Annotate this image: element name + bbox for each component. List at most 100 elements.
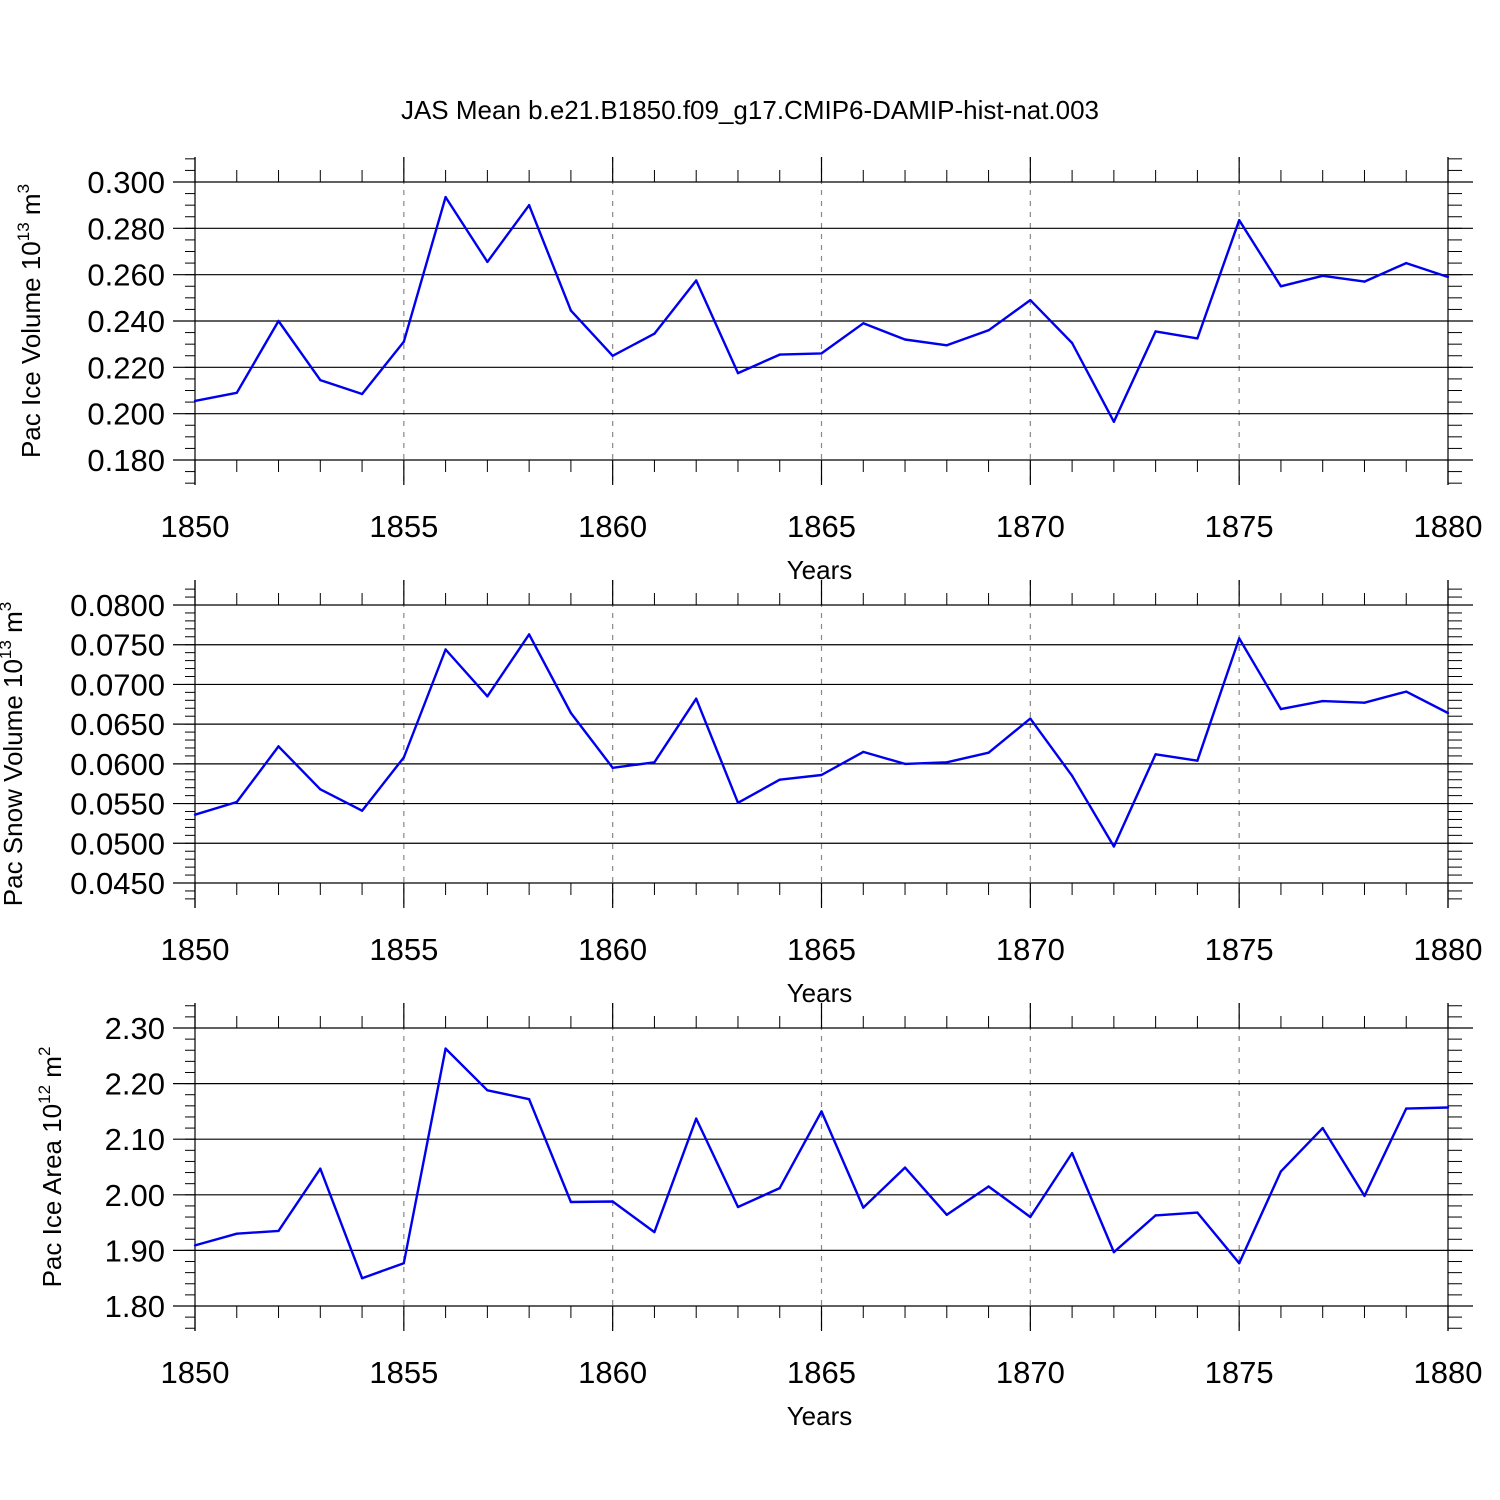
data-point-1857	[486, 1089, 489, 1092]
data-point-1853	[319, 378, 322, 382]
data-point-1859	[569, 1200, 573, 1204]
y-tick-label-1: 0.0500	[70, 826, 165, 861]
y-tick-label-6: 0.300	[87, 165, 165, 200]
x-tick-label-1865: 1865	[787, 509, 856, 544]
data-point-1878	[1363, 1194, 1366, 1198]
y-tick-label-3: 0.0600	[70, 747, 165, 782]
x-tick-label-1855: 1855	[369, 509, 438, 544]
data-point-1853	[319, 1167, 322, 1170]
data-point-1872	[1112, 420, 1116, 423]
y-tick-label-4: 0.260	[87, 258, 165, 293]
y-axis-label-exponent: 13	[0, 640, 15, 659]
data-point-1860	[611, 1200, 614, 1203]
data-point-1872	[1112, 1250, 1116, 1254]
data-point-1868	[945, 1213, 948, 1217]
data-point-1854	[360, 809, 364, 812]
data-point-1855	[402, 1261, 406, 1265]
data-point-1856	[444, 195, 447, 199]
y-tick-label-5: 2.30	[105, 1011, 165, 1046]
data-point-1871	[1070, 341, 1074, 345]
data-point-1860	[611, 766, 614, 770]
data-point-1855	[402, 340, 406, 344]
data-point-1850	[193, 1244, 197, 1247]
data-point-1861	[653, 761, 656, 764]
data-point-1852	[277, 319, 280, 323]
data-point-1870	[1029, 717, 1032, 720]
x-tick-label-1875: 1875	[1205, 1355, 1274, 1390]
data-point-1864	[778, 353, 781, 356]
data-point-1880	[1446, 711, 1450, 715]
y-tick-label-7: 0.0800	[70, 588, 165, 623]
data-point-1873	[1154, 330, 1157, 333]
data-point-1867	[903, 1166, 907, 1169]
data-point-1862	[695, 279, 698, 282]
data-point-1869	[987, 329, 990, 332]
x-tick-label-1860: 1860	[578, 509, 647, 544]
x-tick-label-1880: 1880	[1414, 932, 1483, 967]
figure-title: JAS Mean b.e21.B1850.f09_g17.CMIP6-DAMIP…	[401, 95, 1099, 125]
y-axis-label-unit-exponent: 2	[35, 1047, 54, 1056]
data-point-1862	[695, 1117, 698, 1120]
data-point-1862	[695, 697, 698, 700]
x-tick-label-1850: 1850	[161, 509, 230, 544]
x-tick-label-1850: 1850	[161, 1355, 230, 1390]
y-axis-label-unit: m	[37, 1056, 67, 1085]
data-point-1875	[1237, 1261, 1241, 1265]
data-point-1876	[1279, 1170, 1283, 1173]
data-point-1858	[527, 1097, 531, 1101]
data-point-1863	[736, 1205, 740, 1209]
data-point-1872	[1112, 845, 1116, 848]
data-point-1869	[987, 1185, 990, 1188]
data-point-1871	[1070, 774, 1074, 777]
data-point-1850	[193, 813, 197, 816]
data-point-1856	[444, 648, 447, 651]
data-point-1866	[862, 1206, 865, 1209]
data-point-1861	[653, 1230, 656, 1234]
y-tick-label-3: 0.240	[87, 304, 165, 339]
x-tick-label-1880: 1880	[1414, 509, 1483, 544]
data-point-1859	[569, 309, 573, 312]
data-point-1857	[486, 260, 489, 264]
y-axis-label-exponent: 12	[35, 1085, 54, 1104]
data-point-1868	[945, 761, 948, 764]
data-point-1874	[1196, 337, 1199, 340]
data-point-1865	[820, 773, 823, 777]
data-point-1879	[1405, 261, 1408, 265]
data-point-1870	[1029, 1215, 1032, 1219]
data-point-1878	[1363, 280, 1366, 283]
y-axis-label-text: Pac Ice Area 10	[37, 1104, 67, 1288]
data-point-1880	[1446, 1106, 1450, 1109]
data-point-1879	[1405, 1107, 1408, 1110]
x-axis-label: Years	[787, 555, 853, 585]
chart-panel-2: 0.0450 0.0500 0.0550 0.0600 0.0650 0.0700 0.07…	[0, 580, 1482, 1008]
data-point-1879	[1405, 690, 1408, 693]
y-axis-label-unit-exponent: 3	[0, 602, 15, 611]
data-point-1874	[1196, 759, 1199, 762]
data-point-1857	[486, 695, 489, 698]
y-axis-label-text: Pac Ice Volume 10	[16, 241, 46, 458]
y-axis-label-text: Pac Snow Volume 10	[0, 659, 28, 906]
data-point-1865	[820, 1110, 823, 1113]
data-point-1858	[527, 203, 531, 207]
x-axis-label: Years	[787, 1401, 853, 1431]
data-point-1853	[319, 788, 322, 791]
data-point-1864	[778, 1186, 781, 1190]
y-tick-label-0: 0.0450	[70, 866, 165, 901]
data-point-1878	[1363, 701, 1366, 704]
data-point-1852	[277, 1229, 280, 1233]
data-point-1864	[778, 778, 781, 781]
x-tick-label-1865: 1865	[787, 932, 856, 967]
data-point-1852	[277, 745, 280, 748]
data-point-1851	[235, 1232, 238, 1235]
y-tick-label-2: 0.220	[87, 350, 165, 385]
data-point-1875	[1237, 637, 1241, 640]
data-point-1854	[360, 1277, 364, 1280]
x-tick-label-1855: 1855	[369, 1355, 438, 1390]
data-point-1868	[945, 344, 948, 347]
data-point-1876	[1279, 707, 1283, 711]
y-tick-label-1: 0.200	[87, 397, 165, 432]
data-point-1875	[1237, 219, 1241, 222]
data-point-1863	[736, 371, 740, 375]
